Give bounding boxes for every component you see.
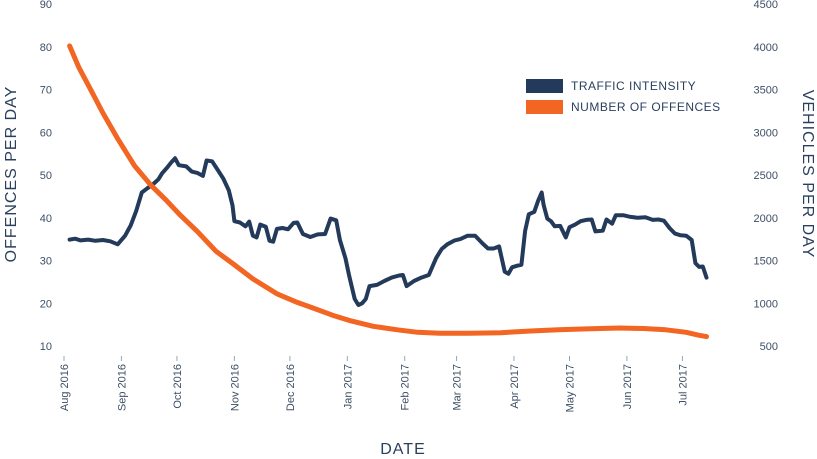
legend-swatch-offences	[526, 100, 563, 114]
right-axis-title: VEHICLES PER DAY	[799, 90, 816, 259]
legend-label-traffic: TRAFFIC INTENSITY	[571, 79, 696, 93]
x-tick-label: Jun 2017	[622, 364, 634, 409]
series-line-number-of-offences	[67, 43, 709, 340]
x-tick-label: Dec 2016	[285, 364, 297, 411]
left-axis-title: OFFENCES PER DAY	[3, 86, 20, 263]
legend-label-offences: NUMBER OF OFFENCES	[571, 100, 721, 114]
x-tick-label: Jan 2017	[342, 364, 354, 409]
right-tick-label: 500	[760, 341, 778, 353]
x-tick-label: Mar 2017	[452, 364, 464, 410]
left-tick-label: 60	[40, 127, 52, 139]
right-tick-label: 3500	[754, 85, 778, 97]
left-tick-label: 90	[40, 0, 52, 11]
right-axis-ticks: 500 1000 1500 2000 2500 3000 3500 4000 4500	[754, 0, 778, 353]
right-tick-label: 2000	[754, 213, 778, 225]
left-tick-label: 50	[40, 170, 52, 182]
series-line-traffic-intensity	[67, 156, 709, 307]
left-tick-label: 80	[40, 42, 52, 54]
x-tick-label: Jul 2017	[677, 364, 689, 406]
left-tick-label: 10	[40, 341, 52, 353]
x-tick-label: Apr 2017	[509, 364, 521, 409]
right-tick-label: 1500	[754, 256, 778, 268]
x-tick-label: Nov 2016	[229, 364, 241, 411]
series-lines	[67, 43, 709, 340]
left-tick-label: 70	[40, 85, 52, 97]
x-axis-title: DATE	[380, 441, 425, 458]
right-tick-label: 1000	[754, 298, 778, 310]
x-tick-label: Aug 2016	[59, 364, 71, 411]
right-tick-label: 2500	[754, 170, 778, 182]
right-tick-label: 3000	[754, 127, 778, 139]
x-axis-ticks: Aug 2016 Sep 2016 Oct 2016 Nov 2016 Dec 2016…	[59, 356, 689, 412]
left-axis-ticks: 10 20 30 40 50 60 70 80 90	[40, 0, 52, 353]
legend: TRAFFIC INTENSITY NUMBER OF OFFENCES	[526, 79, 721, 114]
right-tick-label: 4500	[754, 0, 778, 11]
x-tick-label: Feb 2017	[400, 364, 412, 410]
left-tick-label: 30	[40, 256, 52, 268]
right-tick-label: 4000	[754, 42, 778, 54]
left-tick-label: 40	[40, 213, 52, 225]
left-tick-label: 20	[40, 298, 52, 310]
x-tick-label: Oct 2016	[172, 364, 184, 409]
legend-swatch-traffic	[526, 79, 563, 93]
x-tick-label: Sep 2016	[116, 364, 128, 411]
x-tick-label: May 2017	[565, 364, 577, 412]
